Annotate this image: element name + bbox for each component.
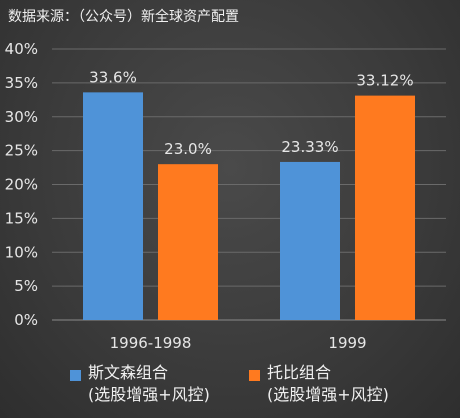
legend-label-series-2: 托比组合 (选股增强+风控) [267,362,389,406]
source-note: 数据来源：（公众号）新全球资产配置 [8,9,239,25]
y-tick-label: 15% [5,209,38,227]
bar [355,95,415,320]
x-tick-label: 1999 [328,334,366,352]
bar [158,164,218,320]
legend-label-series-1-line-1: 斯文森组合 [88,363,169,382]
bars: 33.6% 23.0% 23.33% 33.12% [83,68,415,320]
legend-swatch-series-2 [249,370,260,381]
data-label: 23.0% [164,140,212,158]
y-tick-label: 0% [14,311,38,329]
y-tick-label: 35% [5,74,38,92]
y-axis-ticks: 0% 5% 10% 15% 20% 25% 30% 35% 40% [5,40,38,329]
legend-label-series-2-line-2: (选股增强+风控) [267,385,389,404]
legend-label-series-2-line-1: 托比组合 [267,363,332,382]
bar [280,161,340,320]
legend: 斯文森组合 (选股增强+风控) 托比组合 (选股增强+风控) [0,362,460,418]
y-tick-label: 20% [5,176,38,194]
y-tick-label: 25% [5,142,38,160]
x-axis-ticks: 1996-1998 1999 [110,334,367,352]
legend-label-series-1-line-2: (选股增强+风控) [88,385,210,404]
y-tick-label: 30% [5,108,38,126]
y-tick-label: 10% [5,243,38,261]
legend-swatch-series-1 [70,370,81,381]
legend-label-series-1: 斯文森组合 (选股增强+风控) [88,362,210,406]
data-label: 23.33% [281,138,338,156]
data-label: 33.12% [356,72,413,90]
y-tick-label: 5% [14,277,38,295]
y-tick-label: 40% [5,40,38,58]
x-tick-label: 1996-1998 [110,334,192,352]
bar [83,92,143,320]
data-label: 33.6% [89,68,137,86]
